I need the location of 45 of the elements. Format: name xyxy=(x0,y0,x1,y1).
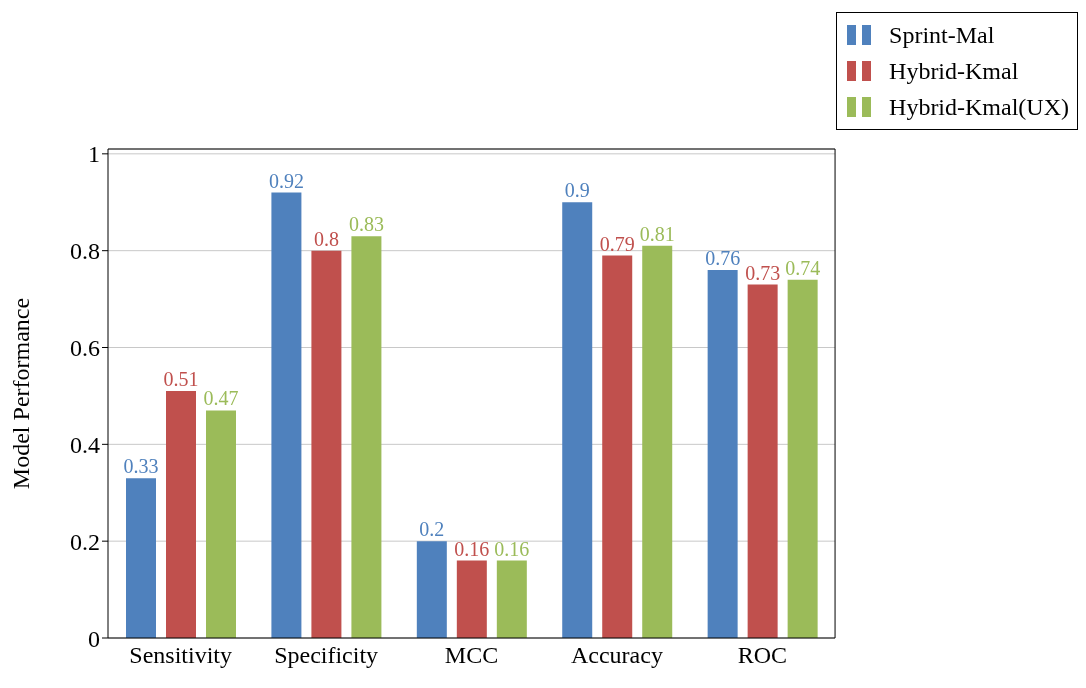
data-label: 0.16 xyxy=(494,537,530,560)
data-label: 0.74 xyxy=(785,256,821,279)
bar xyxy=(496,560,527,638)
bar xyxy=(642,245,673,638)
bar xyxy=(456,560,487,638)
bar xyxy=(166,391,196,638)
bar xyxy=(206,410,236,638)
data-label: 0.92 xyxy=(268,169,304,192)
bar xyxy=(311,250,342,638)
bar xyxy=(271,192,302,638)
legend-label: Hybrid-Kmal xyxy=(889,57,1019,85)
data-label: 0.8 xyxy=(313,227,339,250)
x-tick-label: Accuracy xyxy=(570,642,663,669)
x-tick-label: ROC xyxy=(737,642,788,669)
data-label: 0.76 xyxy=(705,247,741,270)
data-label: 0.16 xyxy=(454,537,490,560)
x-tick-label: MCC xyxy=(444,642,499,669)
legend-label: Sprint-Mal xyxy=(889,21,995,49)
x-tick-label: Specificity xyxy=(274,642,379,669)
legend-label: Hybrid-Kmal(UX) xyxy=(889,93,1069,121)
y-tick-label: 0.4 xyxy=(70,431,100,458)
data-label: 0.81 xyxy=(639,222,675,245)
data-label: 0.73 xyxy=(745,261,781,284)
bar xyxy=(787,279,818,638)
data-label: 0.2 xyxy=(419,518,445,541)
data-label: 0.51 xyxy=(163,368,199,391)
y-tick-label: 1 xyxy=(88,141,100,168)
y-tick-label: 0.2 xyxy=(70,528,100,555)
x-tick-label: Sensitivity xyxy=(129,642,233,669)
data-label: 0.83 xyxy=(348,213,384,236)
bar xyxy=(351,236,382,638)
data-label: 0.79 xyxy=(599,232,635,255)
bar xyxy=(416,541,447,638)
bar xyxy=(126,478,156,638)
y-tick-label: 0.8 xyxy=(70,238,100,265)
bar xyxy=(562,202,593,638)
y-tick-label: 0.6 xyxy=(70,335,100,362)
y-axis-title: Model Performance xyxy=(7,297,34,490)
bar xyxy=(747,284,778,638)
data-label: 0.47 xyxy=(203,387,239,410)
bar xyxy=(602,255,633,638)
data-label: 0.9 xyxy=(564,179,590,202)
data-label: 0.33 xyxy=(123,455,159,478)
y-tick-label: 0 xyxy=(88,625,100,652)
bar xyxy=(707,270,738,638)
